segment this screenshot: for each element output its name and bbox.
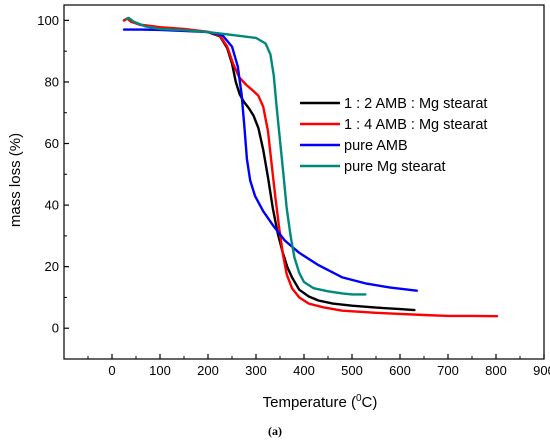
- x-axis-ticks: 0 100 200 300 400 500 600 700 800 900: [63, 354, 550, 378]
- x-axis-title-unit: C): [362, 394, 378, 411]
- series-line-4: [125, 16, 367, 296]
- legend-label-2: 1 : 4 AMB : Mg stearat: [344, 117, 487, 133]
- x-axis-title-main: Temperature (: [263, 394, 356, 411]
- plot-border: [63, 4, 545, 360]
- x-tick-label: 0: [108, 363, 115, 378]
- y-axis-ticks: 0 20 40 60 80 100: [37, 13, 69, 336]
- x-axis-title: Temperature (0C): [263, 393, 378, 411]
- x-tick-label: 300: [245, 363, 267, 378]
- series-layer: [122, 16, 499, 318]
- plot-frame: [63, 4, 545, 360]
- legend-label-1: 1 : 2 AMB : Mg stearat: [344, 96, 487, 112]
- figure-caption: (a): [268, 424, 282, 438]
- x-tick-label: 500: [341, 363, 363, 378]
- y-axis-title: mass loss (%): [7, 133, 24, 227]
- x-tick-label: 200: [197, 363, 219, 378]
- x-tick-label: 400: [293, 363, 315, 378]
- y-tick-label: 0: [52, 321, 59, 336]
- x-axis-title-superscript: 0: [356, 393, 362, 404]
- y-tick-label: 60: [45, 136, 59, 151]
- x-tick-label: 700: [437, 363, 459, 378]
- x-tick-label: 600: [389, 363, 411, 378]
- x-tick-label: 100: [149, 363, 171, 378]
- y-tick-label: 40: [45, 198, 59, 213]
- x-tick-label: 900: [533, 363, 550, 378]
- legend: 1 : 2 AMB : Mg stearat 1 : 4 AMB : Mg ste…: [300, 96, 487, 175]
- y-tick-label: 20: [45, 259, 59, 274]
- legend-label-3: pure AMB: [344, 138, 408, 154]
- y-tick-label: 100: [37, 13, 59, 28]
- y-tick-label: 80: [45, 74, 59, 89]
- x-tick-label: 800: [485, 363, 507, 378]
- legend-label-4: pure Mg stearat: [344, 159, 446, 175]
